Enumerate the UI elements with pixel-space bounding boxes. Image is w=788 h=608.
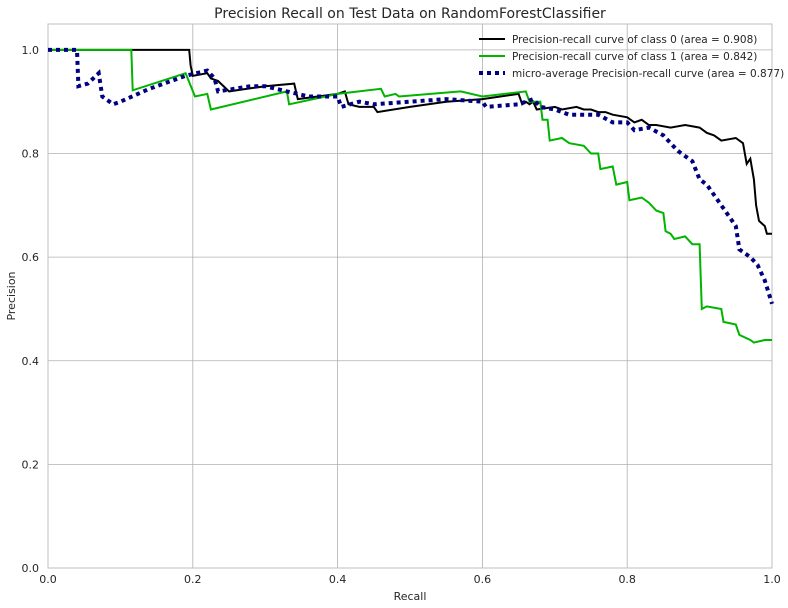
y-tick-label: 0.6 (22, 251, 40, 264)
plot-frame (47, 23, 773, 569)
tick-labels: 0.0 0.2 0.4 0.6 0.8 1.0 0.0 0.2 0.4 0.6 0.8 1.0 (22, 44, 781, 586)
series-line-2 (48, 47, 774, 305)
x-tick-label: 1.0 (763, 573, 781, 586)
x-axis-label: Recall (394, 590, 427, 603)
y-tick-label: 0.8 (22, 148, 40, 161)
x-tick-label: 0.4 (329, 573, 347, 586)
legend-entry-0: Precision-recall curve of class 0 (area … (512, 34, 757, 46)
x-tick-label: 0.8 (618, 573, 636, 586)
y-tick-label: 1.0 (22, 44, 40, 57)
x-tick-label: 0.6 (474, 573, 492, 586)
grid-lines (47, 24, 773, 569)
y-axis-label: Precision (5, 271, 18, 320)
y-tick-label: 0.4 (22, 355, 40, 368)
legend: Precision-recall curve of class 0 (area … (479, 34, 784, 80)
y-tick-label: 0.0 (22, 562, 40, 575)
x-tick-label: 0.2 (184, 573, 202, 586)
chart-title: Precision Recall on Test Data on RandomF… (214, 6, 606, 22)
legend-entry-1: Precision-recall curve of class 1 (area … (512, 51, 757, 63)
legend-entry-2: micro-average Precision-recall curve (ar… (512, 68, 784, 80)
x-tick-label: 0.0 (39, 573, 57, 586)
series-line-0 (48, 48, 772, 235)
series-line-1 (48, 48, 772, 344)
y-tick-label: 0.2 (22, 458, 40, 471)
series-lines (48, 47, 774, 344)
